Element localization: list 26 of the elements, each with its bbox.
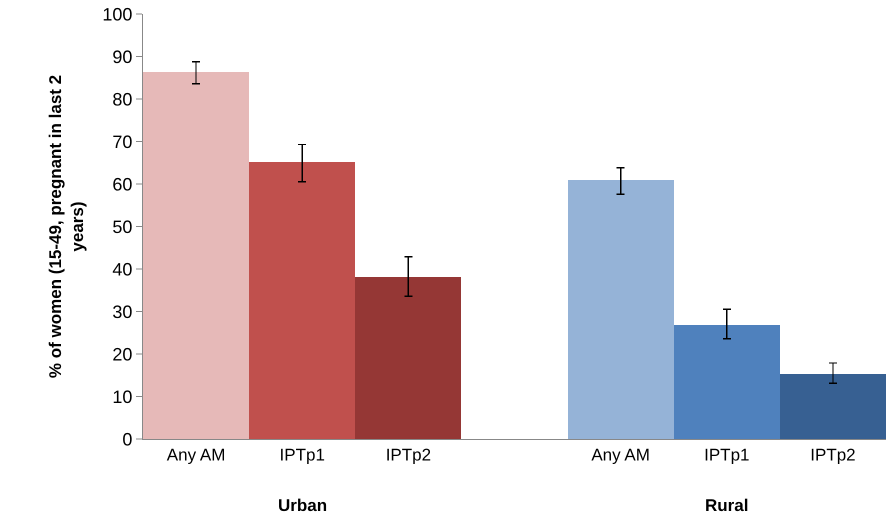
text: Urban (278, 496, 328, 515)
y-tick-label: 90 (112, 46, 132, 67)
y-tick-label: 70 (112, 132, 132, 152)
bar (143, 72, 249, 439)
bar (249, 162, 355, 439)
y-tick-label: 10 (112, 386, 132, 407)
bar (355, 277, 461, 439)
x-tick-label: IPTp2 (810, 445, 856, 464)
x-tick-label: IPTp1 (704, 445, 750, 464)
y-tick-label: 20 (112, 344, 132, 364)
x-tick-label: IPTp1 (280, 445, 325, 464)
y-tick-label: 0 (122, 429, 132, 450)
bar (780, 374, 886, 439)
y-tick-label: 30 (112, 302, 132, 322)
text: Rural (705, 496, 748, 515)
y-tick-label: 60 (112, 174, 132, 194)
x-tick-label: IPTp2 (386, 445, 432, 464)
x-tick-label: Any AM (166, 445, 226, 464)
bar (568, 180, 674, 439)
x-tick-label: Any AM (591, 445, 650, 464)
y-tick-label: 80 (112, 89, 132, 110)
y-tick-label: 50 (112, 216, 132, 237)
bar (674, 325, 780, 439)
y-axis-title: % of women (15-49, pregnant in last 2 years) (46, 74, 87, 378)
y-tick-label: 100 (102, 4, 132, 24)
y-tick-label: 40 (112, 259, 132, 280)
